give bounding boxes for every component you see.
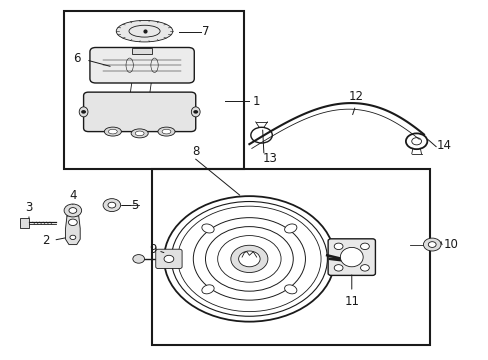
Circle shape [108, 202, 116, 208]
Text: 9: 9 [149, 243, 157, 256]
Bar [132, 48, 152, 54]
Text: 4: 4 [69, 189, 77, 202]
Polygon shape [65, 216, 80, 244]
Circle shape [333, 243, 342, 249]
Ellipse shape [104, 127, 121, 136]
Circle shape [133, 255, 144, 263]
Circle shape [163, 255, 173, 262]
Circle shape [423, 238, 440, 251]
Text: 8: 8 [192, 145, 199, 158]
Circle shape [64, 204, 81, 217]
FancyBboxPatch shape [156, 249, 182, 269]
Circle shape [70, 235, 76, 239]
Ellipse shape [108, 129, 117, 134]
Ellipse shape [131, 129, 148, 138]
FancyBboxPatch shape [327, 239, 375, 275]
Text: 7: 7 [202, 25, 209, 38]
Ellipse shape [284, 285, 296, 294]
Bar [20, 219, 29, 228]
Text: 14: 14 [436, 139, 451, 152]
Circle shape [230, 245, 267, 273]
Circle shape [193, 110, 198, 114]
Circle shape [103, 199, 121, 212]
Ellipse shape [191, 107, 200, 117]
Circle shape [161, 194, 336, 323]
Text: 2: 2 [42, 234, 49, 247]
Circle shape [238, 251, 260, 267]
Text: 6: 6 [73, 52, 80, 65]
Text: 1: 1 [252, 95, 260, 108]
FancyBboxPatch shape [83, 92, 195, 132]
Text: 11: 11 [344, 295, 359, 308]
Circle shape [360, 265, 368, 271]
Text: 5: 5 [131, 199, 139, 212]
FancyBboxPatch shape [90, 48, 194, 83]
Circle shape [68, 219, 77, 226]
Ellipse shape [135, 131, 144, 136]
Bar [64, 12, 244, 169]
Text: 13: 13 [263, 152, 277, 165]
Ellipse shape [284, 224, 296, 233]
Text: 10: 10 [443, 238, 457, 251]
Ellipse shape [340, 247, 363, 267]
Text: 12: 12 [347, 90, 363, 103]
Text: 3: 3 [25, 201, 33, 214]
Circle shape [333, 265, 342, 271]
Ellipse shape [116, 21, 172, 42]
Circle shape [69, 208, 77, 213]
Circle shape [360, 243, 368, 249]
Ellipse shape [202, 285, 214, 294]
Ellipse shape [162, 129, 170, 134]
Circle shape [427, 242, 435, 247]
Bar [152, 169, 429, 345]
Circle shape [81, 110, 86, 114]
Ellipse shape [202, 224, 214, 233]
Ellipse shape [158, 127, 175, 136]
Ellipse shape [79, 107, 88, 117]
